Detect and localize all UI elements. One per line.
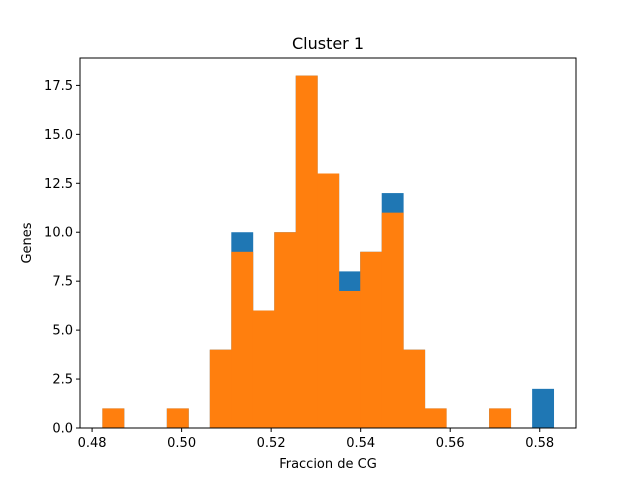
histogram-bar-series-2-bin-12 (338, 290, 361, 428)
x-tick-label: 0.56 (436, 436, 465, 451)
histogram-bar-series-2-bin-1 (102, 408, 125, 428)
y-tick-label: 12.5 (44, 177, 73, 192)
plot-area-frame (79, 57, 577, 429)
x-tick-label: 0.48 (78, 436, 107, 451)
histogram-bar-series-2-bin-13 (360, 251, 383, 428)
y-axis-label: Genes (20, 222, 35, 263)
histogram-bar-series-2-bin-14 (381, 212, 404, 428)
y-tick-label: 15.0 (44, 128, 73, 143)
y-tick-label: 7.5 (52, 275, 73, 290)
x-axis-ticks: 0.48 0.50 0.52 0.54 0.56 0.58 (78, 428, 554, 451)
histogram-bar-series-2-bin-6 (209, 349, 232, 428)
histogram-bar-series-2-bin-10 (295, 75, 318, 428)
x-tick-label: 0.50 (167, 436, 196, 451)
x-tick-label: 0.54 (346, 436, 375, 451)
histogram-bar-series-2-bin-19 (489, 408, 512, 428)
y-tick-label: 5.0 (52, 324, 73, 339)
histogram-bar-series-2-bin-11 (317, 173, 340, 428)
histogram-bar-series-2-bin-9 (274, 232, 297, 428)
histogram-bar-series-2-bin-15 (403, 349, 426, 428)
chart-title: Cluster 1 (292, 34, 364, 53)
histogram-bars (102, 75, 555, 428)
histogram-bar-series-2-bin-8 (252, 310, 275, 428)
x-tick-label: 0.52 (257, 436, 286, 451)
histogram-bar-series-2-bin-7 (231, 251, 254, 428)
x-axis-label: Fraccion de CG (279, 457, 377, 472)
y-tick-label: 2.5 (52, 373, 73, 388)
histogram-bar-series-2-bin-4 (166, 408, 189, 428)
y-tick-label: 0.0 (52, 422, 73, 437)
x-tick-label: 0.58 (525, 436, 554, 451)
y-axis-ticks: 0.0 2.5 5.0 7.5 10.0 12.5 15.0 17.5 (44, 79, 80, 437)
y-tick-label: 17.5 (44, 79, 73, 94)
y-tick-label: 10.0 (44, 226, 73, 241)
histogram-bar-series-2-bin-16 (424, 408, 447, 428)
histogram-bar-series-1-bin-21 (532, 388, 555, 428)
